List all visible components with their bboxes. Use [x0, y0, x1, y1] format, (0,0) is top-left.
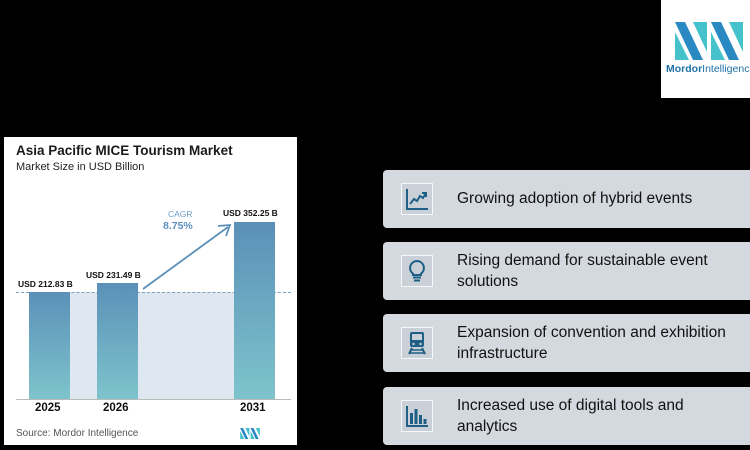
factor-sustainable-events: Rising demand for sustainable event solu… [383, 242, 750, 300]
trend-chart-icon [401, 183, 433, 215]
factor-text: Increased use of digital tools and analy… [457, 395, 684, 437]
mordor-logo-card: MordorIntelligence [661, 0, 750, 98]
bar-chart-icon [401, 400, 433, 432]
logo-brand-bold: Mordor [666, 63, 703, 75]
factor-text-line: Rising demand for sustainable event [457, 252, 708, 269]
factor-text: Expansion of convention and exhibition i… [457, 322, 726, 364]
factor-text: Growing adoption of hybrid events [457, 188, 692, 209]
bar-2031 [234, 222, 275, 399]
year-label-2026: 2026 [103, 402, 129, 414]
x-axis-baseline [16, 399, 291, 400]
lightbulb-icon [401, 255, 433, 287]
bar-2025 [29, 292, 70, 399]
reference-dashed-line [16, 292, 291, 293]
factor-text: Rising demand for sustainable event solu… [457, 250, 708, 292]
year-label-2031: 2031 [240, 402, 266, 414]
chart-title: Asia Pacific MICE Tourism Market [16, 143, 233, 158]
factor-text-line: analytics [457, 418, 518, 435]
bar-label-2031: USD 352.25 B [223, 208, 278, 218]
bar-label-2026: USD 231.49 B [86, 270, 141, 280]
mordor-logo-icon [675, 22, 743, 60]
chart-subtitle: Market Size in USD Billion [16, 161, 145, 173]
mordor-small-logo-icon [240, 428, 260, 439]
cagr-value: 8.75% [163, 220, 193, 232]
cagr-label: CAGR [168, 209, 193, 219]
factor-text-line: Growing adoption of hybrid events [457, 190, 693, 207]
factor-text-line: Increased use of digital tools and [457, 397, 684, 414]
bar-2026 [97, 283, 138, 399]
factor-digital-tools: Increased use of digital tools and analy… [383, 387, 750, 445]
factor-convention-infrastructure: Expansion of convention and exhibition i… [383, 314, 750, 372]
train-icon [401, 327, 433, 359]
year-label-2025: 2025 [35, 402, 61, 414]
factor-hybrid-events: Growing adoption of hybrid events [383, 170, 750, 228]
chart-card: Asia Pacific MICE Tourism Market Market … [4, 137, 297, 445]
cagr-arrow-icon [142, 223, 232, 290]
factor-text-line: infrastructure [457, 345, 548, 362]
factor-text-line: solutions [457, 273, 519, 290]
factor-text-line: Expansion of convention and exhibition [457, 324, 726, 341]
bar-label-2025: USD 212.83 B [18, 279, 73, 289]
chart-source: Source: Mordor Intelligence [16, 428, 139, 439]
logo-brand-rest: Intelligence [702, 63, 750, 75]
logo-text: MordorIntelligence [666, 63, 750, 75]
